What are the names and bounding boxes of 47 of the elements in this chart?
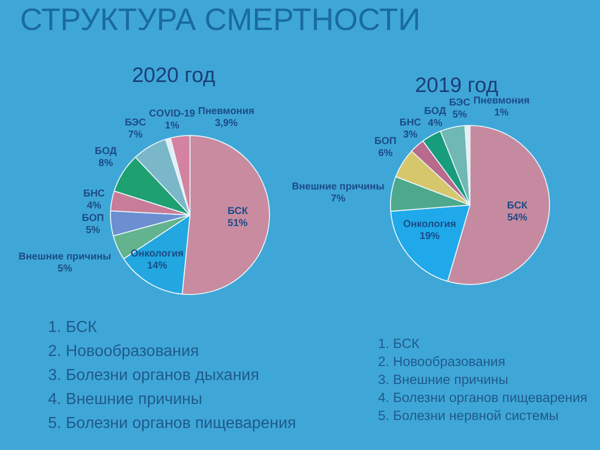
text: 4. Болезни органов пищеварения (378, 389, 588, 407)
data-label: 5% (86, 224, 100, 236)
text: 3. Болезни органов дыхания (48, 366, 260, 386)
slice-label: Пневмония (473, 95, 530, 106)
text: 1. БСК (48, 318, 98, 338)
data-label: 5% (452, 109, 468, 120)
slice-label: Пневмония (198, 106, 254, 117)
data-label: 51% (228, 218, 248, 230)
slice-label: БОД (424, 106, 446, 118)
slice-label: БНС (399, 117, 422, 128)
slice-label: БОП (374, 136, 396, 148)
chart-subtitle: 2020 год (132, 64, 216, 88)
slice-label: Онкология (403, 219, 456, 230)
data-label: 3,9% (214, 118, 238, 129)
slice-label: Внешние причины (18, 251, 112, 262)
slice-label: БСК (227, 206, 249, 218)
slice-label: COVID-19 (149, 108, 196, 120)
slice-label: БЭС (124, 117, 146, 128)
slice-label: Онкология (130, 248, 184, 260)
slice-label: БЭС (449, 97, 470, 108)
text: 5. Болезни нервной системы (378, 407, 560, 425)
data-label: 6% (378, 148, 393, 160)
slice-label: БОП (82, 212, 104, 224)
data-label: 7% (330, 193, 346, 204)
data-label: 19% (420, 231, 440, 242)
slice-label: Внешние причины (292, 181, 384, 192)
text: 2. Новообразования (378, 353, 506, 371)
data-label: 54% (507, 212, 528, 224)
chart-subtitle: 2019 год (415, 74, 498, 97)
text: 5. Болезни органов пищеварения (48, 414, 296, 434)
slice-label: БОД (94, 146, 117, 157)
data-label: 1% (164, 120, 180, 132)
data-label: 1% (494, 107, 509, 118)
text: 2. Новообразования (48, 342, 200, 362)
text: 1. БСК (378, 335, 420, 353)
data-label: 3% (403, 129, 418, 140)
slice-label: БСК (507, 200, 528, 212)
slice-label: БНС (83, 188, 105, 200)
chart-title: СТРУКТУРА СМЕРТНОСТИ (20, 2, 420, 38)
data-label: 8% (98, 158, 114, 169)
text: 4. Внешние причины (48, 390, 204, 410)
data-label: 14% (147, 260, 168, 272)
text: 3. Внешние причины (378, 371, 510, 389)
data-label: 4% (428, 118, 442, 130)
data-label: 7% (128, 129, 143, 140)
data-label: 4% (86, 200, 102, 212)
data-label: 5% (58, 263, 72, 274)
